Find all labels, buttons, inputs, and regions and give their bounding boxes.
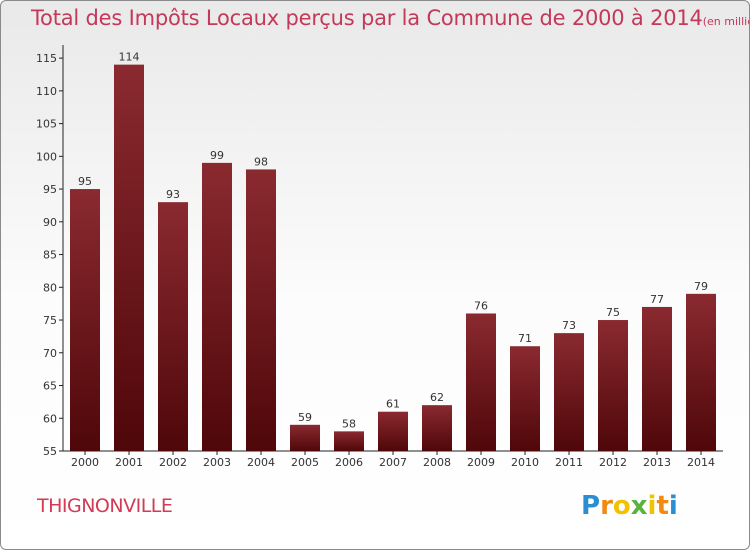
y-tick-label: 90 bbox=[43, 216, 57, 229]
bar-2009 bbox=[466, 313, 496, 451]
chart-title-block: Total des Impôts Locaux perçus par la Co… bbox=[31, 6, 749, 30]
y-tick-label: 65 bbox=[43, 380, 57, 393]
x-tick-label-2013: 2013 bbox=[643, 456, 671, 469]
bar-2013 bbox=[642, 306, 672, 451]
x-tick-label-2010: 2010 bbox=[511, 456, 539, 469]
value-label-2004: 98 bbox=[254, 155, 268, 168]
y-tick-label: 55 bbox=[43, 445, 57, 458]
x-tick-label-2014: 2014 bbox=[687, 456, 715, 469]
value-label-2010: 71 bbox=[518, 332, 532, 345]
bar-2003 bbox=[202, 162, 232, 451]
x-tick-label-2004: 2004 bbox=[247, 456, 275, 469]
value-label-2005: 59 bbox=[298, 411, 312, 424]
x-tick-label-2001: 2001 bbox=[115, 456, 143, 469]
bar-2010 bbox=[510, 346, 540, 451]
y-tick-label: 105 bbox=[36, 118, 57, 131]
commune-name: THIGNONVILLE bbox=[37, 495, 173, 517]
bar-2011 bbox=[554, 333, 584, 451]
x-tick-label-2002: 2002 bbox=[159, 456, 187, 469]
x-tick-label-2000: 2000 bbox=[71, 456, 99, 469]
value-label-2013: 77 bbox=[650, 293, 664, 306]
value-label-2007: 61 bbox=[386, 398, 400, 411]
x-tick-label-2005: 2005 bbox=[291, 456, 319, 469]
bar-2002 bbox=[158, 202, 188, 451]
value-label-2002: 93 bbox=[166, 188, 180, 201]
value-label-2001: 114 bbox=[119, 51, 140, 64]
unit-note: (en milliers d'€) bbox=[702, 15, 749, 28]
value-label-2011: 73 bbox=[562, 319, 576, 332]
bar-2001 bbox=[114, 64, 144, 452]
value-label-2000: 95 bbox=[78, 175, 92, 188]
value-label-2008: 62 bbox=[430, 391, 444, 404]
y-tick-label: 80 bbox=[43, 281, 57, 294]
x-tick-label-2007: 2007 bbox=[379, 456, 407, 469]
y-tick-label: 110 bbox=[36, 85, 57, 98]
x-tick-label-2008: 2008 bbox=[423, 456, 451, 469]
y-tick-label: 115 bbox=[36, 52, 57, 65]
chart-title: Total des Impôts Locaux perçus par la Co… bbox=[31, 6, 703, 30]
x-tick-label-2006: 2006 bbox=[335, 456, 363, 469]
y-tick-label: 95 bbox=[43, 183, 57, 196]
bar-2008 bbox=[422, 405, 452, 451]
value-label-2014: 79 bbox=[694, 280, 708, 293]
x-tick-label-2011: 2011 bbox=[555, 456, 583, 469]
bar-2006 bbox=[334, 431, 364, 451]
value-label-2006: 58 bbox=[342, 417, 356, 430]
bar-2000 bbox=[70, 189, 100, 451]
y-tick-label: 70 bbox=[43, 347, 57, 360]
y-tick-label: 60 bbox=[43, 412, 57, 425]
value-label-2003: 99 bbox=[210, 149, 224, 162]
value-label-2009: 76 bbox=[474, 299, 488, 312]
bar-2007 bbox=[378, 411, 408, 451]
y-tick-label: 100 bbox=[36, 150, 57, 163]
y-tick-label: 85 bbox=[43, 249, 57, 262]
proxiti-logo: Proxiti bbox=[581, 491, 678, 521]
x-tick-label-2003: 2003 bbox=[203, 456, 231, 469]
value-label-2012: 75 bbox=[606, 306, 620, 319]
bar-2005 bbox=[290, 424, 320, 451]
y-tick-label: 75 bbox=[43, 314, 57, 327]
bar-2004 bbox=[246, 169, 276, 451]
x-tick-label-2009: 2009 bbox=[467, 456, 495, 469]
bar-2014 bbox=[686, 293, 716, 451]
x-tick-label-2012: 2012 bbox=[599, 456, 627, 469]
bar-2012 bbox=[598, 320, 628, 451]
